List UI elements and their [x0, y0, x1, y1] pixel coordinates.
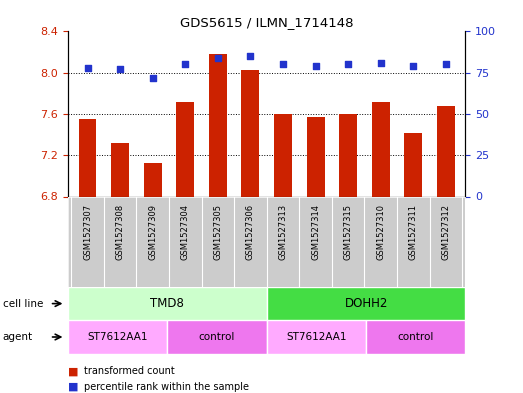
- Text: DOHH2: DOHH2: [345, 297, 388, 310]
- Text: cell line: cell line: [3, 299, 43, 309]
- Bar: [339, 114, 357, 196]
- Text: GSM1527307: GSM1527307: [83, 204, 92, 260]
- Text: TMD8: TMD8: [151, 297, 184, 310]
- Bar: [372, 101, 390, 196]
- Bar: [274, 114, 292, 196]
- Bar: [267, 287, 465, 320]
- Point: [116, 66, 124, 73]
- Text: transformed count: transformed count: [84, 366, 175, 376]
- Bar: [437, 106, 455, 196]
- Text: GSM1527310: GSM1527310: [376, 204, 385, 260]
- Point: [377, 60, 385, 66]
- Point: [181, 61, 189, 68]
- Point: [214, 55, 222, 61]
- Text: percentile rank within the sample: percentile rank within the sample: [84, 382, 248, 392]
- Point: [344, 61, 353, 68]
- Text: GSM1527315: GSM1527315: [344, 204, 353, 260]
- Text: GSM1527304: GSM1527304: [181, 204, 190, 260]
- Text: GSM1527313: GSM1527313: [279, 204, 288, 260]
- Text: ■: ■: [68, 382, 78, 392]
- Text: ■: ■: [68, 366, 78, 376]
- Text: control: control: [397, 332, 434, 342]
- Bar: [306, 117, 325, 196]
- Text: GSM1527314: GSM1527314: [311, 204, 320, 260]
- Bar: [404, 132, 422, 196]
- Title: GDS5615 / ILMN_1714148: GDS5615 / ILMN_1714148: [180, 16, 354, 29]
- Bar: [78, 119, 97, 196]
- Text: GSM1527305: GSM1527305: [213, 204, 222, 260]
- Point: [311, 63, 320, 69]
- Point: [246, 53, 255, 59]
- Text: GSM1527311: GSM1527311: [409, 204, 418, 260]
- Text: agent: agent: [3, 332, 33, 342]
- Bar: [267, 320, 366, 354]
- Point: [409, 63, 417, 69]
- Bar: [111, 143, 129, 196]
- Bar: [242, 70, 259, 196]
- Bar: [144, 163, 162, 196]
- Point: [279, 61, 287, 68]
- Bar: [68, 320, 167, 354]
- Text: GSM1527309: GSM1527309: [148, 204, 157, 260]
- Text: ST7612AA1: ST7612AA1: [286, 332, 347, 342]
- Bar: [176, 101, 194, 196]
- Bar: [68, 287, 267, 320]
- Text: GSM1527306: GSM1527306: [246, 204, 255, 260]
- Text: GSM1527308: GSM1527308: [116, 204, 124, 260]
- Bar: [167, 320, 267, 354]
- Point: [149, 75, 157, 81]
- Text: control: control: [199, 332, 235, 342]
- Bar: [209, 54, 227, 196]
- Text: ST7612AA1: ST7612AA1: [87, 332, 148, 342]
- Point: [83, 64, 92, 71]
- Bar: [366, 320, 465, 354]
- Point: [442, 61, 450, 68]
- Text: GSM1527312: GSM1527312: [441, 204, 450, 260]
